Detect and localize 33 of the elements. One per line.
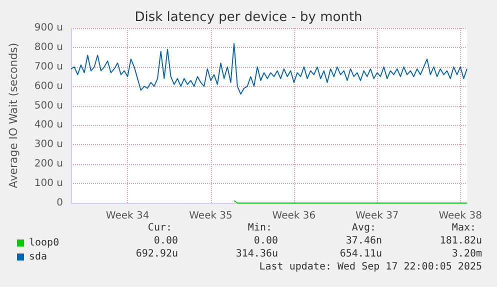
line-series [70, 43, 468, 95]
legend-label: loop0 [29, 238, 60, 248]
text: 37.46n [346, 236, 382, 246]
text: 654.11u [340, 248, 382, 260]
y-tick-label: 900 u [34, 22, 63, 34]
x-tick-label: Week 36 [272, 210, 316, 222]
text: 692.92u [136, 248, 178, 260]
y-tick-label: 400 u [34, 120, 63, 131]
y-tick-label: 200 u [34, 158, 63, 170]
chart-title: Disk latency per device - by month [134, 10, 362, 25]
text: 181.82u [440, 236, 482, 246]
y-tick-label: 300 u [34, 139, 63, 150]
x-tick-label: Week 35 [189, 210, 232, 222]
text: Avg: [352, 222, 376, 234]
text: Min: [248, 222, 272, 234]
y-tick-label: 600 u [34, 80, 63, 92]
text: 0.00 [254, 236, 278, 246]
y-tick-label: 100 u [34, 178, 63, 190]
x-tick-label: Week 38 [438, 210, 482, 222]
y-tick-label: 0 [56, 198, 63, 208]
y-axis-title: Average IO Wait (seconds) [7, 42, 20, 188]
y-tick-label: 700 u [34, 61, 63, 72]
text: Last update: Wed Sep 17 22:00:05 2025 [259, 262, 482, 272]
text: 3.20m [452, 248, 482, 260]
y-tick-label: 500 u [34, 100, 63, 112]
x-tick-label: Week 34 [106, 210, 150, 222]
text: Cur: [148, 222, 172, 234]
x-tick-label: Week 37 [355, 210, 399, 222]
text: Max: [452, 222, 476, 234]
legend-label: sda [29, 252, 48, 262]
text: 0.00 [154, 236, 178, 246]
text: 314.36u [236, 248, 278, 260]
y-tick-label: 800 u [34, 42, 63, 53]
